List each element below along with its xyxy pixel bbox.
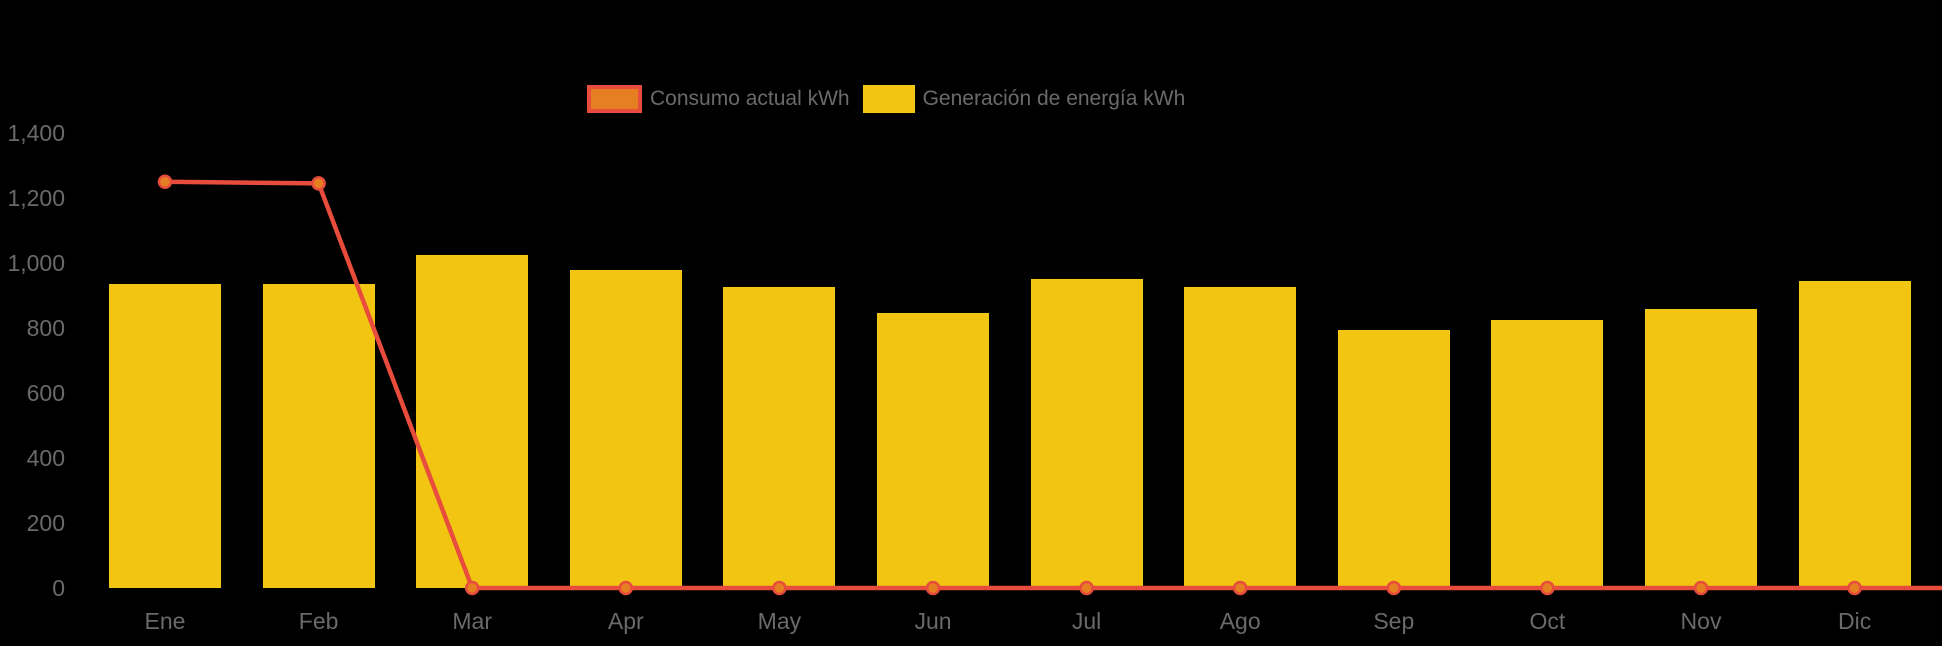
x-axis-label-ago: Ago: [1219, 608, 1261, 634]
consumption-point-feb[interactable]: [311, 176, 326, 191]
consumption-point-jul[interactable]: [1079, 580, 1094, 596]
x-axis-label-nov: Nov: [1680, 608, 1722, 634]
bar-apr[interactable]: [569, 269, 682, 588]
bar-sep[interactable]: [1337, 329, 1450, 588]
bar-ago[interactable]: [1184, 287, 1297, 588]
consumption-point-jun[interactable]: [925, 580, 941, 596]
consumption-point-apr[interactable]: [618, 580, 634, 596]
consumption-point-may[interactable]: [772, 580, 787, 596]
y-axis-tick-400: 400: [26, 445, 65, 471]
bar-oct[interactable]: [1491, 319, 1604, 588]
x-axis-label-may: May: [757, 608, 802, 634]
x-axis-label-jun: Jun: [914, 608, 952, 634]
y-axis-tick-600: 600: [26, 380, 65, 406]
bar-jul[interactable]: [1030, 279, 1143, 588]
consumption-point-mar[interactable]: [464, 580, 480, 596]
x-axis-label-oct: Oct: [1529, 608, 1566, 634]
bar-may[interactable]: [723, 287, 836, 588]
generacion-energia-swatch: [862, 85, 915, 113]
bar-nov[interactable]: [1645, 308, 1757, 588]
legend-item-generacion-energia[interactable]: Generación de energía kWh: [862, 85, 1186, 113]
legend-item-consumo-actual[interactable]: Consumo actual kWh: [587, 85, 850, 113]
consumption-point-dic[interactable]: [1847, 580, 1862, 596]
legend-label-consumo-actual: Consumo actual kWh: [650, 87, 850, 110]
bar-jun[interactable]: [877, 313, 989, 588]
bar-ene[interactable]: [109, 284, 221, 588]
x-axis-label-mar: Mar: [452, 608, 492, 634]
bar-feb[interactable]: [262, 284, 375, 588]
y-axis-tick-200: 200: [26, 510, 65, 536]
x-axis-label-jul: Jul: [1071, 608, 1102, 634]
y-axis-tick-800: 800: [26, 315, 65, 341]
bar-mar[interactable]: [416, 254, 529, 588]
y-axis-tick-1200: 1,200: [7, 185, 65, 211]
y-axis-tick-0: 0: [52, 575, 65, 601]
x-axis-label-apr: Apr: [607, 608, 644, 634]
consumption-point-ago[interactable]: [1232, 580, 1248, 596]
consumption-line: [164, 179, 1942, 591]
x-axis-label-dic: Dic: [1837, 608, 1872, 634]
y-axis-tick-1400: 1,400: [7, 120, 65, 146]
consumption-point-oct[interactable]: [1540, 580, 1555, 596]
consumo-actual-swatch: [587, 85, 642, 113]
consumption-point-ene[interactable]: [157, 174, 173, 189]
consumption-point-nov[interactable]: [1693, 580, 1709, 596]
bar-dic[interactable]: [1798, 280, 1911, 588]
chart-legend: Consumo actual kWh Generación de energía…: [587, 85, 1185, 113]
x-axis-label-feb: Feb: [298, 608, 339, 634]
consumption-point-sep[interactable]: [1386, 580, 1402, 596]
y-axis-tick-1000: 1,000: [7, 250, 65, 276]
x-axis-label-sep: Sep: [1373, 608, 1415, 634]
x-axis-label-ene: Ene: [144, 608, 186, 634]
legend-label-generacion-energia: Generación de energía kWh: [922, 87, 1186, 110]
